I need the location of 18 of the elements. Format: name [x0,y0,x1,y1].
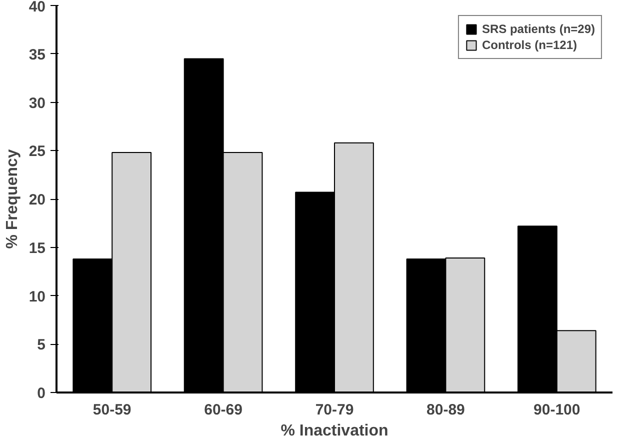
y-axis-title: % Frequency [4,149,21,249]
y-tick-label: 15 [28,240,46,257]
y-tick-label: 30 [28,94,46,112]
legend-label: Controls (n=121) [482,38,577,52]
x-tick-label: 80-89 [426,402,465,418]
y-tick-label: 40 [28,0,46,16]
y-tick-label: 10 [28,288,46,306]
x-tick-label: 50-59 [92,402,132,418]
legend-label: SRS patients (n=29) [482,22,595,36]
x-tick-label: 60-69 [204,402,242,418]
y-tick-label: 35 [28,46,46,64]
x-tick-label: 70-79 [315,402,354,418]
y-tick-label: 20 [28,192,46,208]
x-axis-title: % Inactivation [280,422,388,440]
x-tick-label: 90-100 [534,402,580,418]
y-tick-label: 25 [28,143,46,160]
y-tick-label: 5 [37,336,46,354]
y-tick-label: 0 [37,385,46,402]
